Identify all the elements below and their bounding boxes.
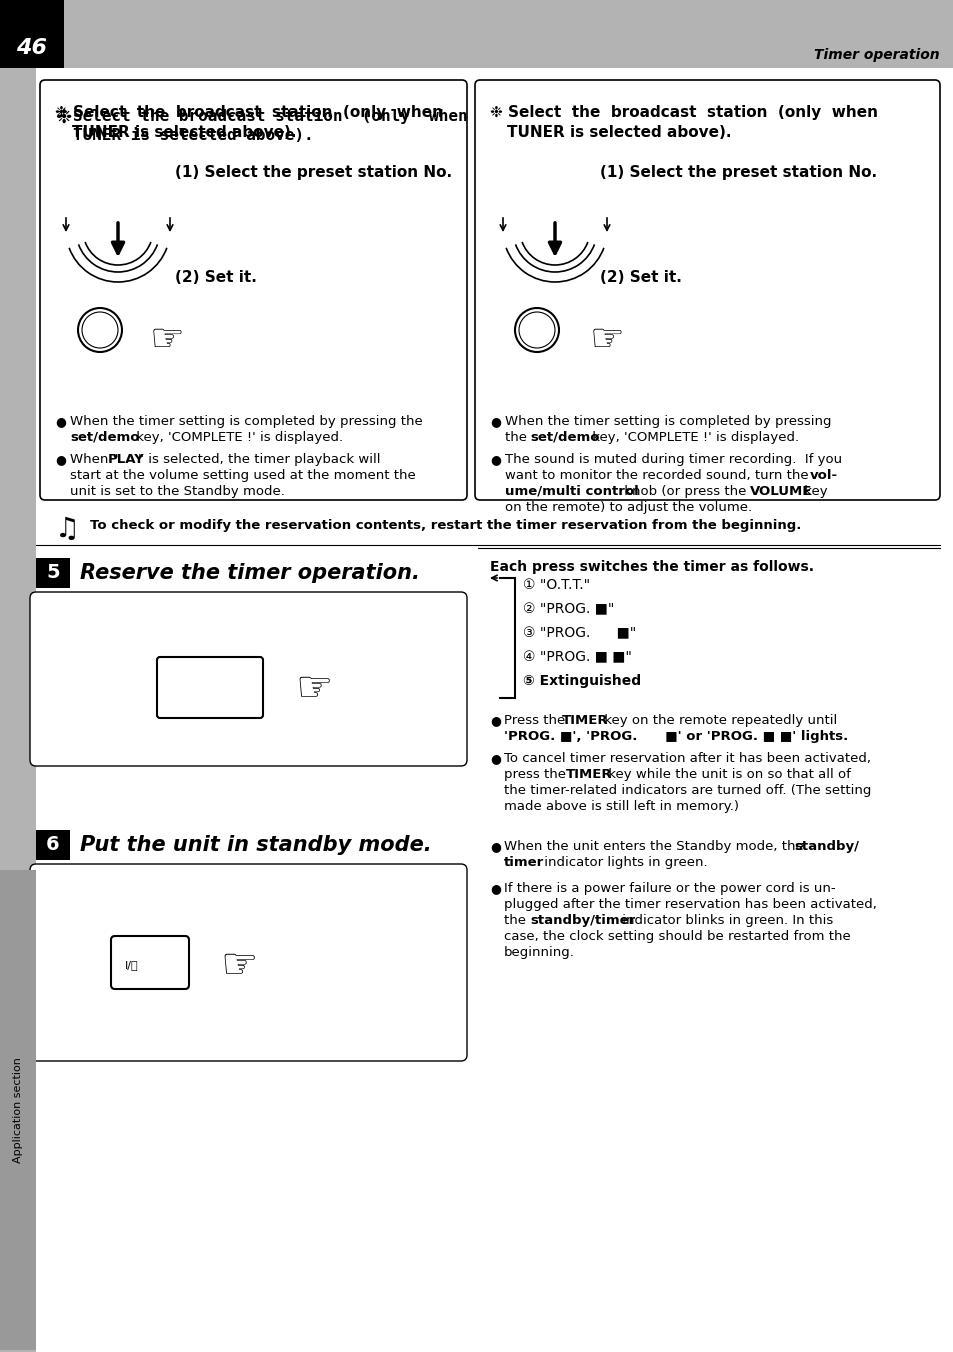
Text: ⑤ Extinguished: ⑤ Extinguished — [522, 675, 640, 688]
Text: key, 'COMPLETE !' is displayed.: key, 'COMPLETE !' is displayed. — [132, 431, 343, 443]
Text: Reserve the timer operation.: Reserve the timer operation. — [80, 562, 419, 583]
FancyBboxPatch shape — [157, 657, 263, 718]
Text: Application section: Application section — [13, 1057, 23, 1163]
Text: key: key — [800, 485, 827, 498]
Text: ☞: ☞ — [589, 320, 624, 360]
Text: vol-: vol- — [809, 469, 838, 483]
Text: ③ "PROG.      ■": ③ "PROG. ■" — [522, 626, 636, 639]
Text: ☞: ☞ — [294, 667, 332, 708]
Bar — [36, 830, 70, 860]
Text: PLAY: PLAY — [108, 453, 145, 466]
Text: set/demo: set/demo — [530, 431, 598, 443]
Text: ④ "PROG. ■ ■": ④ "PROG. ■ ■" — [522, 650, 631, 664]
FancyBboxPatch shape — [475, 80, 939, 500]
Text: indicator blinks in green. In this: indicator blinks in green. In this — [618, 914, 832, 927]
FancyBboxPatch shape — [30, 864, 467, 1061]
FancyBboxPatch shape — [40, 80, 467, 500]
Text: TIMER: TIMER — [561, 714, 608, 727]
Text: ●: ● — [55, 415, 66, 429]
Text: " is selected, the timer playback will: " is selected, the timer playback will — [138, 453, 380, 466]
Bar — [36, 558, 70, 588]
Text: key on the remote repeatedly until: key on the remote repeatedly until — [599, 714, 837, 727]
Text: made above is still left in memory.): made above is still left in memory.) — [503, 800, 739, 813]
Text: the: the — [504, 431, 531, 443]
Text: knob (or press the: knob (or press the — [619, 485, 750, 498]
FancyBboxPatch shape — [30, 592, 467, 767]
Text: timer: timer — [503, 856, 543, 869]
Text: ♫: ♫ — [55, 515, 80, 544]
Text: plugged after the timer reservation has been activated,: plugged after the timer reservation has … — [503, 898, 876, 911]
Bar — [0, 0, 953, 68]
Text: (2) Set it.: (2) Set it. — [174, 270, 256, 285]
Text: (1) Select the preset station No.: (1) Select the preset station No. — [174, 165, 452, 180]
Text: (1) Select the preset station No.: (1) Select the preset station No. — [599, 165, 876, 180]
Text: key, 'COMPLETE !' is displayed.: key, 'COMPLETE !' is displayed. — [587, 431, 799, 443]
Text: Press the: Press the — [503, 714, 569, 727]
Text: If there is a power failure or the power cord is un-: If there is a power failure or the power… — [503, 882, 835, 895]
Text: When the timer setting is completed by pressing the: When the timer setting is completed by p… — [70, 415, 422, 429]
Text: ☞: ☞ — [220, 944, 257, 986]
Text: When the timer setting is completed by pressing: When the timer setting is completed by p… — [504, 415, 831, 429]
Text: ●: ● — [490, 453, 500, 466]
Text: Each press switches the timer as follows.: Each press switches the timer as follows… — [490, 560, 813, 575]
Text: I/⏻: I/⏻ — [125, 960, 138, 969]
Text: VOLUME: VOLUME — [749, 485, 812, 498]
Text: When the unit enters the Standby mode, the: When the unit enters the Standby mode, t… — [503, 840, 807, 853]
Text: TUNER is selected above).: TUNER is selected above). — [506, 124, 731, 141]
Text: (2) Set it.: (2) Set it. — [599, 270, 681, 285]
Text: unit is set to the Standby mode.: unit is set to the Standby mode. — [70, 485, 285, 498]
Text: ❉: ❉ — [55, 108, 71, 127]
Text: beginning.: beginning. — [503, 946, 575, 959]
Text: start at the volume setting used at the moment the: start at the volume setting used at the … — [70, 469, 416, 483]
Text: ① "O.T.T.": ① "O.T.T." — [522, 579, 590, 592]
Text: press the: press the — [503, 768, 570, 781]
Text: case, the clock setting should be restarted from the: case, the clock setting should be restar… — [503, 930, 850, 942]
Text: on the remote) to adjust the volume.: on the remote) to adjust the volume. — [504, 502, 751, 514]
Text: set/demo: set/demo — [70, 431, 139, 443]
Text: The sound is muted during timer recording.  If you: The sound is muted during timer recordin… — [504, 453, 841, 466]
Text: 6: 6 — [46, 836, 60, 854]
Bar — [0, 0, 64, 68]
Text: standby/: standby/ — [793, 840, 858, 853]
Text: the: the — [503, 914, 530, 927]
Text: ☞: ☞ — [150, 320, 185, 360]
Text: standby/timer: standby/timer — [530, 914, 635, 927]
Text: ●: ● — [490, 752, 500, 765]
Text: ② "PROG. ■": ② "PROG. ■" — [522, 602, 614, 617]
Text: ❉ Select  the  broadcast  station  (only  when: ❉ Select the broadcast station (only whe… — [490, 105, 877, 120]
Text: ●: ● — [490, 714, 500, 727]
Text: Timer operation: Timer operation — [814, 49, 939, 62]
Text: ●: ● — [55, 453, 66, 466]
Text: the timer-related indicators are turned off. (The setting: the timer-related indicators are turned … — [503, 784, 870, 796]
Text: ●: ● — [490, 840, 500, 853]
Text: TUNER is selected above).: TUNER is selected above). — [73, 128, 314, 143]
FancyBboxPatch shape — [111, 936, 189, 990]
Text: indicator lights in green.: indicator lights in green. — [539, 856, 707, 869]
Text: 46: 46 — [16, 38, 48, 58]
Text: ●: ● — [490, 882, 500, 895]
Text: ume/multi control: ume/multi control — [504, 485, 639, 498]
Text: key while the unit is on so that all of: key while the unit is on so that all of — [603, 768, 850, 781]
Text: When ": When " — [70, 453, 118, 466]
Text: ❉ Select  the  broadcast  station  (only  when: ❉ Select the broadcast station (only whe… — [55, 105, 442, 120]
Text: ●: ● — [490, 415, 500, 429]
Text: Select the broadcast station  (only  when: Select the broadcast station (only when — [73, 108, 467, 124]
Text: want to monitor the recorded sound, turn the: want to monitor the recorded sound, turn… — [504, 469, 812, 483]
Text: Put the unit in standby mode.: Put the unit in standby mode. — [80, 836, 431, 854]
Text: 'PROG. ■', 'PROG.      ■' or 'PROG. ■ ■' lights.: 'PROG. ■', 'PROG. ■' or 'PROG. ■ ■' ligh… — [503, 730, 847, 744]
Text: TIMER: TIMER — [565, 768, 612, 781]
Text: To check or modify the reservation contents, restart the timer reservation from : To check or modify the reservation conte… — [90, 519, 801, 531]
Text: TUNER is selected above).: TUNER is selected above). — [71, 124, 296, 141]
Text: 5: 5 — [46, 564, 60, 583]
Bar — [0, 869, 36, 1351]
Text: To cancel timer reservation after it has been activated,: To cancel timer reservation after it has… — [503, 752, 870, 765]
